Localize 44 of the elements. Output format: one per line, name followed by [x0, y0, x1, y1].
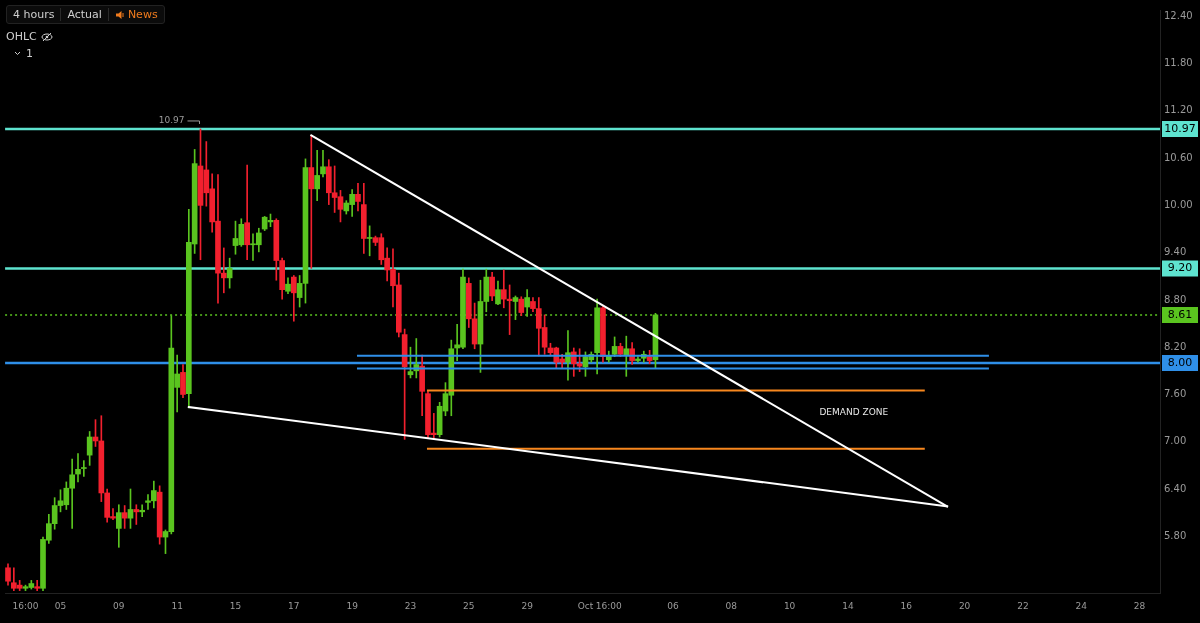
annotation: 10.97	[158, 115, 185, 126]
x-tick-label: 11	[171, 600, 183, 611]
x-tick-label: 20	[958, 600, 971, 611]
y-tick-label: 8.80	[1164, 293, 1187, 305]
x-tick-label: 28	[1133, 600, 1146, 611]
x-tick-label: 23	[404, 600, 417, 611]
x-tick-label: 16	[900, 600, 913, 611]
y-tick-label: 10.60	[1164, 151, 1193, 163]
y-tick-label: 5.80	[1164, 529, 1187, 541]
x-tick-label: 24	[1075, 600, 1088, 611]
y-tick-label: 11.20	[1164, 104, 1193, 116]
x-tick-label: 06	[667, 600, 679, 611]
x-tick-label: 19	[346, 600, 359, 611]
ref-line-label: 8.61	[1167, 307, 1193, 321]
ref-line-label: 10.97	[1164, 121, 1196, 135]
x-tick-label: 05	[54, 600, 67, 611]
y-tick-label: 8.20	[1164, 340, 1187, 352]
y-tick-label: 6.40	[1164, 482, 1187, 494]
y-tick-label: 11.80	[1164, 57, 1193, 69]
x-tick-label: 10	[783, 600, 796, 611]
annotation: OHLC	[6, 30, 37, 43]
x-tick-label: 16:00	[12, 600, 39, 611]
x-tick-label: 14	[842, 600, 854, 611]
y-tick-label: 7.00	[1164, 435, 1187, 447]
y-tick-label: 10.00	[1164, 198, 1193, 210]
x-tick-label: 08	[725, 600, 738, 611]
y-tick-label: 9.40	[1164, 246, 1187, 258]
x-tick-label: Oct	[577, 600, 594, 611]
y-tick-label: 12.40	[1164, 9, 1193, 21]
x-tick-label: 09	[113, 600, 125, 611]
x-tick-label: 16:00	[595, 600, 623, 611]
ref-line-label: 8.00	[1167, 355, 1193, 369]
x-tick-label: 25	[463, 600, 475, 611]
x-tick-label: 15	[229, 600, 242, 611]
annotation: News	[127, 8, 158, 21]
y-tick-label: 7.60	[1164, 388, 1187, 400]
x-tick-label: 17	[288, 600, 300, 611]
ref-line-label: 9.20	[1167, 261, 1193, 275]
annotation: 1	[26, 47, 33, 60]
series-label: DEMAND ZONE	[819, 406, 889, 417]
annotation: Actual	[67, 8, 102, 21]
x-tick-label: 29	[521, 600, 534, 611]
x-tick-label: 22	[1017, 600, 1029, 611]
annotation: 4 hours	[13, 8, 55, 21]
